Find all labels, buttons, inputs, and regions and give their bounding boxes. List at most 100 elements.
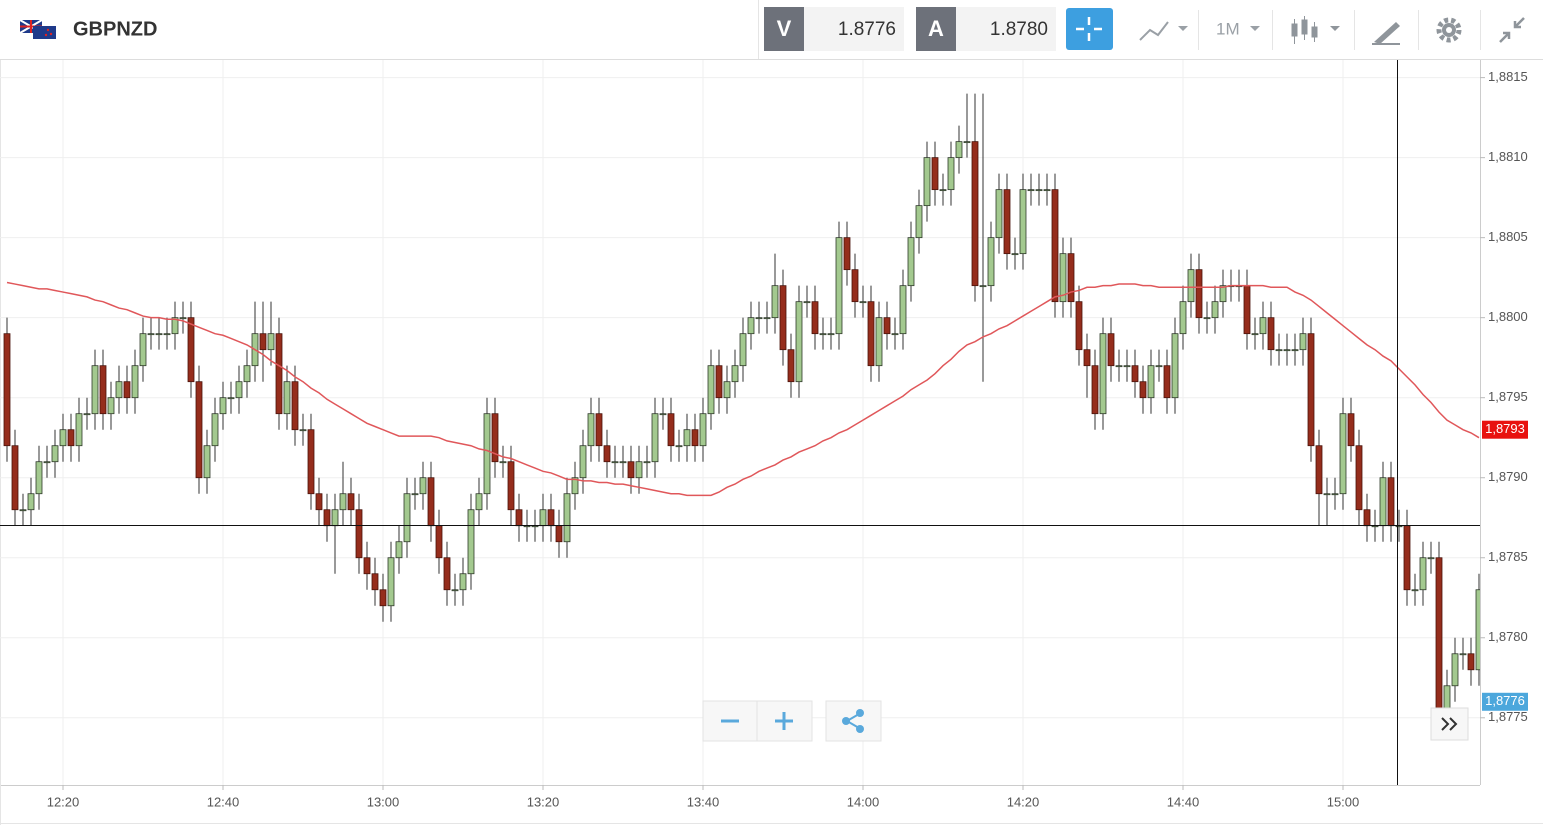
- candle-body: [139, 333, 147, 367]
- candle-body: [883, 317, 891, 335]
- moving-average: [6, 281, 1480, 497]
- candle-body: [763, 317, 771, 320]
- settings-button[interactable]: [1436, 17, 1462, 43]
- ask-label-box[interactable]: [916, 7, 956, 51]
- candle-body: [315, 493, 323, 511]
- candle-body: [1387, 477, 1395, 527]
- candle-body: [59, 429, 67, 447]
- candle-body: [1195, 269, 1203, 319]
- candle-body: [939, 189, 947, 192]
- candle-body: [1115, 365, 1123, 368]
- candle-body: [51, 445, 59, 463]
- candle-body: [1243, 285, 1251, 335]
- candle-body: [651, 413, 659, 463]
- y-tick-label: 1,8775: [1488, 709, 1528, 724]
- candle-body: [635, 461, 643, 479]
- y-tick-label: 1,8795: [1488, 389, 1528, 404]
- candle-body: [963, 141, 971, 144]
- candle-body: [467, 509, 475, 575]
- separator: [1480, 10, 1481, 50]
- x-tick-label: 14:40: [1167, 794, 1200, 809]
- candle-body: [1323, 493, 1331, 496]
- candle-body: [499, 461, 507, 464]
- candle-body: [1427, 557, 1435, 560]
- share-button[interactable]: [825, 700, 882, 742]
- chart-type-button[interactable]: [1139, 21, 1188, 41]
- candle-body: [1403, 525, 1411, 591]
- ask-label[interactable]: A: [928, 16, 944, 41]
- candle-body: [1107, 333, 1115, 367]
- crosshair-button[interactable]: [1066, 8, 1113, 50]
- candle-body: [259, 333, 267, 351]
- candle-body: [3, 333, 11, 447]
- candle-body: [755, 317, 763, 320]
- candle-body: [203, 445, 211, 479]
- bid-box[interactable]: [804, 7, 904, 51]
- y-tick-label: 1,8800: [1488, 309, 1528, 324]
- candle-body: [779, 285, 787, 351]
- candle-body: [427, 477, 435, 527]
- bid-price[interactable]: 1.8776: [838, 19, 896, 40]
- candle-body: [955, 141, 963, 159]
- candle-body: [699, 413, 707, 447]
- x-tick-label: 13:40: [687, 794, 720, 809]
- x-tick-label: 14:20: [1007, 794, 1040, 809]
- candle-body: [1003, 189, 1011, 255]
- bid-label-box[interactable]: [764, 7, 804, 51]
- candle-body: [1211, 301, 1219, 319]
- candle-body: [579, 445, 587, 479]
- candle-body: [387, 557, 395, 607]
- collapse-button[interactable]: [1499, 17, 1525, 43]
- candle-body: [1275, 349, 1283, 352]
- candle-body: [443, 557, 451, 591]
- candle-body: [91, 365, 99, 415]
- candle-body: [475, 493, 483, 511]
- candle-body: [851, 269, 859, 303]
- candle-body: [987, 237, 995, 287]
- bid-label[interactable]: V: [777, 16, 792, 41]
- candle-body: [899, 285, 907, 335]
- ma-price-tag-box: [1482, 420, 1528, 439]
- candle-body: [643, 461, 651, 464]
- ask-box[interactable]: [956, 7, 1056, 51]
- candle-body: [1139, 381, 1147, 399]
- candle-body: [1203, 317, 1211, 320]
- candle-body: [1355, 445, 1363, 511]
- candle-body: [115, 381, 123, 399]
- candle-body: [43, 461, 51, 464]
- candle-style-button[interactable]: [1291, 16, 1340, 44]
- candle-body: [891, 333, 899, 336]
- candle-body: [787, 349, 795, 383]
- ask-price[interactable]: 1.8780: [990, 19, 1048, 40]
- candle-body: [1283, 349, 1291, 352]
- candle-body: [1027, 189, 1035, 192]
- candle-body: [595, 413, 603, 447]
- candle-body: [355, 509, 363, 559]
- candle-body: [803, 301, 811, 304]
- candle-body: [1419, 557, 1427, 591]
- timeframe[interactable]: 1M: [1216, 19, 1240, 38]
- candle-body: [107, 397, 115, 415]
- y-tick-label: 1,8810: [1488, 149, 1528, 164]
- candle-body: [291, 381, 299, 431]
- candle-body: [123, 381, 131, 399]
- candle-body: [1331, 493, 1339, 496]
- candle-body: [1179, 301, 1187, 335]
- candle-body: [747, 317, 755, 335]
- candle-body: [219, 397, 227, 415]
- scroll-to-end-button[interactable]: [1430, 707, 1469, 741]
- candle-body: [147, 333, 155, 336]
- candle-body: [723, 381, 731, 399]
- y-tick-label: 1,8780: [1488, 629, 1528, 644]
- candle-body: [555, 525, 563, 543]
- drawing-button[interactable]: [1372, 22, 1400, 45]
- zoom-out-button[interactable]: [702, 700, 758, 742]
- candle-body: [619, 461, 627, 464]
- timeframe-caret[interactable]: [1250, 26, 1260, 31]
- candle-body: [339, 493, 347, 511]
- candle-body: [867, 301, 875, 367]
- candle-body: [187, 317, 195, 383]
- candle-body: [667, 413, 675, 447]
- candle-body: [1219, 285, 1227, 303]
- zoom-in-button[interactable]: [756, 700, 813, 742]
